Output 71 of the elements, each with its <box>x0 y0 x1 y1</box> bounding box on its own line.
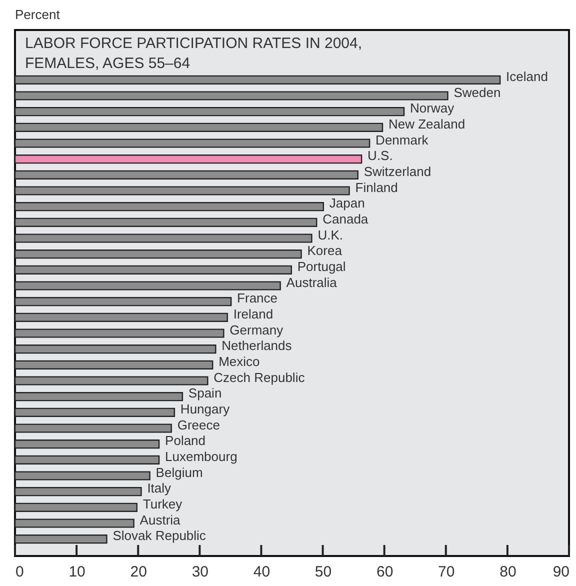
bar <box>14 91 448 100</box>
x-tick-label: 80 <box>500 564 516 580</box>
bar <box>14 202 324 212</box>
y-tick-label: Austria <box>140 512 182 528</box>
x-tick-label: 50 <box>314 564 332 580</box>
y-tick-label: Poland <box>165 433 206 448</box>
y-tick-label: Mexico <box>218 354 260 369</box>
bar <box>14 234 312 243</box>
y-tick-label: U.K. <box>318 227 343 242</box>
y-tick-label: Hungary <box>180 401 230 416</box>
y-tick-label: Spain <box>188 386 222 401</box>
x-tick-label: 70 <box>438 564 455 580</box>
bar <box>14 440 160 449</box>
bar <box>14 424 172 433</box>
y-tick-label: Australia <box>286 274 338 290</box>
x-tick-label: 60 <box>376 564 394 580</box>
y-tick-label: France <box>237 290 278 306</box>
bar <box>14 392 184 402</box>
x-tick-label: 0 <box>16 564 24 580</box>
y-tick-label: Iceland <box>506 68 548 84</box>
bar <box>14 170 358 180</box>
x-tick-label: 30 <box>192 564 209 580</box>
bar <box>14 186 350 196</box>
bar <box>14 471 150 480</box>
bar <box>14 360 214 370</box>
x-axis-title: Percent <box>15 7 60 22</box>
bar <box>14 376 208 386</box>
bar <box>14 218 318 227</box>
bar <box>14 297 232 306</box>
bar <box>14 487 142 496</box>
y-tick-label: Korea <box>307 243 343 258</box>
y-tick-label: U.S. <box>368 148 393 164</box>
x-tick-label: 20 <box>130 564 147 580</box>
y-tick-label: Netherlands <box>222 338 292 354</box>
chart-title: LABOR FORCE PARTICIPATION RATES IN 2004, FEMALES, AGES 55–64 <box>25 35 362 72</box>
y-tick-label: New Zealand <box>388 116 466 132</box>
bar <box>14 107 405 116</box>
x-tick-label: 40 <box>253 564 270 580</box>
y-tick-label: Ireland <box>233 306 274 322</box>
bar <box>14 502 138 512</box>
y-tick-label: Japan <box>329 196 365 211</box>
y-tick-label: Sweden <box>454 84 501 100</box>
y-tick-label: Slovak Republic <box>112 528 206 544</box>
y-tick-label: Portugal <box>297 258 346 274</box>
bar <box>14 138 370 148</box>
y-tick-label: Denmark <box>376 132 429 148</box>
bar <box>14 408 176 417</box>
x-tick-label: 10 <box>68 564 86 580</box>
bar <box>14 122 384 132</box>
y-tick-label: Italy <box>147 480 172 496</box>
bar <box>14 250 302 259</box>
y-tick-label: Belgium <box>156 464 203 480</box>
y-tick-label: Canada <box>322 211 369 226</box>
y-tick-label: Finland <box>355 180 398 195</box>
bar <box>14 518 134 528</box>
y-tick-label: Czech Republic <box>214 370 306 385</box>
y-tick-label: Luxembourg <box>165 448 238 464</box>
bar <box>14 281 281 290</box>
x-tick-label: 90 <box>552 564 570 580</box>
y-tick-label: Germany <box>230 322 284 338</box>
bar <box>14 344 216 354</box>
y-tick-label: Turkey <box>142 496 183 512</box>
bar <box>14 154 362 164</box>
y-tick-label: Switzerland <box>364 164 432 179</box>
bar <box>14 455 160 464</box>
y-tick-label: Greece <box>177 417 220 432</box>
bar <box>14 75 501 84</box>
y-tick-label: Norway <box>410 100 455 116</box>
bar <box>14 265 292 274</box>
bar <box>14 328 224 338</box>
bar <box>14 312 228 322</box>
